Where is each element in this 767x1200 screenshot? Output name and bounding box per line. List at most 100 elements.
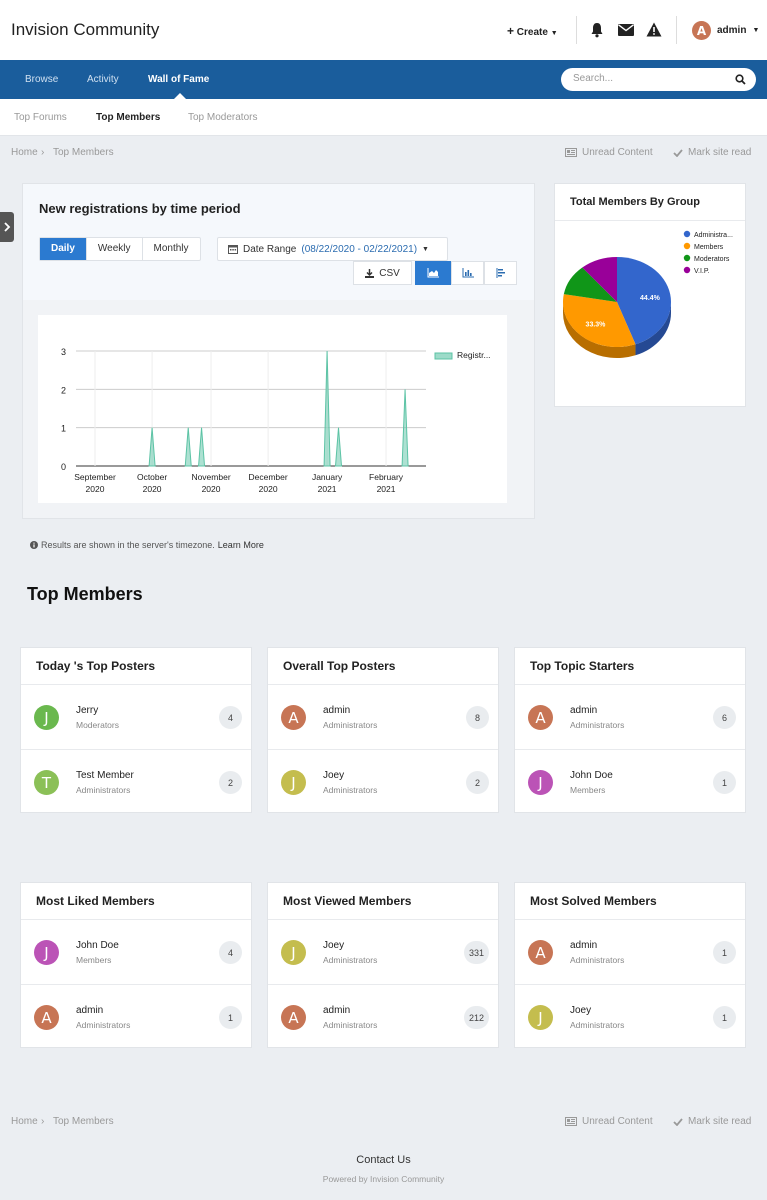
member-row[interactable]: T Test Member Administrators 2 [21,750,251,815]
envelope-icon[interactable] [618,24,634,36]
powered-by[interactable]: Powered by Invision Community [322,1174,445,1184]
member-group: Administrators [76,1020,131,1030]
avatar[interactable]: T [34,770,59,795]
date-range-value: (08/22/2020 - 02/22/2021) [301,243,418,255]
member-group: Administrators [76,785,131,795]
avatar: A [692,21,711,40]
member-name[interactable]: Joey [323,940,345,951]
avatar[interactable]: J [34,705,59,730]
subnav-top-forums[interactable]: Top Forums [14,112,67,123]
divider [268,684,498,685]
avatar[interactable]: A [528,940,553,965]
plus-icon: + [507,24,515,38]
member-row[interactable]: J Joey Administrators 1 [515,985,745,1050]
avatar[interactable]: A [281,1005,306,1030]
table-view-button[interactable] [484,261,517,285]
avatar[interactable]: J [528,1005,553,1030]
create-button[interactable]: + Create ▼ [507,24,558,38]
period-daily[interactable]: Daily [40,238,87,260]
nav-activity[interactable]: Activity [87,74,119,85]
member-row[interactable]: J John Doe Members 1 [515,750,745,815]
y-tick-label: 2 [61,385,66,395]
member-name[interactable]: admin [323,705,351,716]
member-name[interactable]: Test Member [76,770,134,781]
member-row[interactable]: J John Doe Members 4 [21,920,251,985]
search-icon[interactable] [735,74,746,85]
search-input[interactable] [573,73,723,84]
member-name[interactable]: Joey [323,770,345,781]
unread-content-link[interactable]: Unread Content [565,147,653,158]
member-group: Administrators [570,1020,625,1030]
breadcrumb-home[interactable]: Home [11,1116,38,1127]
contact-us-link[interactable]: Contact Us [356,1154,411,1166]
avatar[interactable]: J [34,940,59,965]
section-title: Top Members [27,584,143,604]
legend-marker [683,242,691,250]
x-tick-label: February [369,472,404,482]
subnav-top-moderators[interactable]: Top Moderators [188,112,258,123]
mark-site-read-label: Mark site read [688,147,752,158]
legend-label: V.I.P. [694,268,710,275]
member-name[interactable]: John Doe [570,770,613,781]
mark-site-read-link[interactable]: Mark site read [673,1116,751,1127]
avatar[interactable]: J [528,770,553,795]
chart-tools: CSV [353,261,517,285]
avatar[interactable]: J [281,770,306,795]
chevron-right-icon [4,222,11,232]
user-menu[interactable]: A admin ▼ [692,21,759,40]
area-chart-button[interactable] [415,261,451,285]
member-name[interactable]: John Doe [76,940,119,951]
bar-chart-button[interactable] [451,261,484,285]
count-badge: 1 [713,1006,736,1029]
nav-wall-of-fame[interactable]: Wall of Fame [148,74,210,85]
nav-browse[interactable]: Browse [25,74,59,85]
period-monthly[interactable]: Monthly [153,243,189,254]
unread-content-link[interactable]: Unread Content [565,1116,653,1127]
mark-site-read-link[interactable]: Mark site read [673,147,751,158]
count-badge: 331 [463,941,489,964]
avatar[interactable]: A [281,705,306,730]
registrations-chart: 0 1 2 3 September 2020 October 2020 November 2020… [38,315,507,503]
csv-export-button[interactable]: CSV [353,261,412,285]
warning-icon[interactable] [646,22,662,37]
member-name[interactable]: admin [76,1005,104,1016]
member-name[interactable]: admin [570,940,598,951]
avatar[interactable]: A [528,705,553,730]
members-by-group-panel: Total Members By Group 44.4% 33.3% Adminis… [554,183,746,407]
member-row[interactable]: J Joey Administrators 331 [268,920,498,985]
member-name[interactable]: admin [323,1005,351,1016]
legend-label: Administra... [694,232,733,239]
date-range-dropdown[interactable]: Date Range (08/22/2020 - 02/22/2021) ▼ [217,237,448,261]
members-by-group-title: Total Members By Group [570,196,700,208]
site-title[interactable]: Invision Community [11,20,160,39]
search-box [561,68,756,91]
breadcrumb-home[interactable]: Home [11,147,38,158]
sidebar-toggle[interactable] [0,212,14,242]
pie-slice [563,294,636,347]
member-name[interactable]: Jerry [76,705,99,716]
avatar[interactable]: A [34,1005,59,1030]
subnav-top-members[interactable]: Top Members [96,112,161,123]
count-badge: 6 [713,706,736,729]
member-name[interactable]: Joey [570,1005,592,1016]
avatar[interactable]: J [281,940,306,965]
divider [21,749,251,750]
pie-slice-label: 44.4% [640,295,661,302]
registrations-panel: New registrations by time period Daily W… [22,183,535,519]
pie-slice [563,267,617,302]
member-row[interactable]: J Jerry Moderators 4 [21,685,251,750]
member-row[interactable]: J Joey Administrators 2 [268,750,498,815]
member-name[interactable]: admin [570,705,598,716]
active-nav-indicator [174,93,186,99]
bell-icon[interactable] [590,22,604,38]
count-badge: 2 [219,771,242,794]
period-weekly[interactable]: Weekly [87,238,143,260]
learn-more-link[interactable]: Learn More [217,540,264,550]
